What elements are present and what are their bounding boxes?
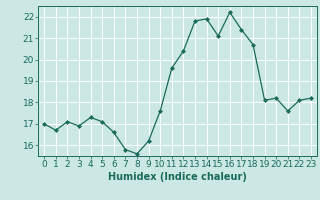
X-axis label: Humidex (Indice chaleur): Humidex (Indice chaleur) bbox=[108, 172, 247, 182]
